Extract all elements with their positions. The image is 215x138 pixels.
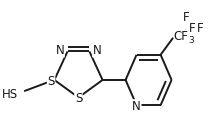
Text: S: S	[75, 92, 82, 105]
Text: F: F	[189, 22, 195, 35]
Text: N: N	[55, 44, 64, 57]
Text: CF: CF	[174, 30, 189, 43]
Text: N: N	[132, 100, 141, 113]
Text: F: F	[197, 22, 204, 35]
Text: S: S	[47, 75, 55, 87]
Text: F: F	[183, 11, 189, 24]
Text: HS: HS	[2, 88, 18, 101]
Text: 3: 3	[189, 36, 194, 45]
Text: N: N	[93, 44, 101, 57]
